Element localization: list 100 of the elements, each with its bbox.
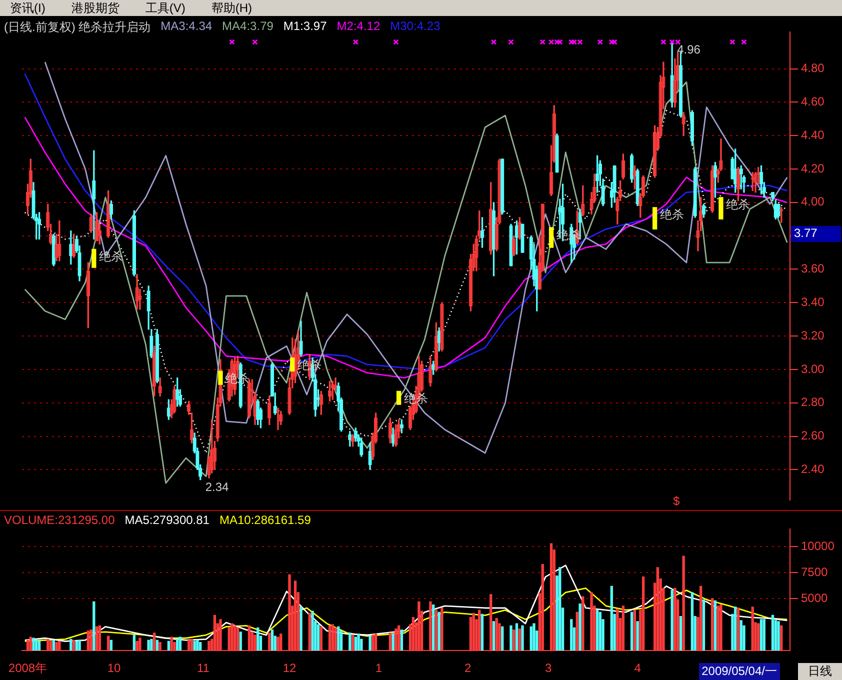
bar [548, 227, 554, 248]
bar [193, 640, 196, 651]
y-tick-label: 2.60 [801, 428, 825, 443]
bar [176, 638, 179, 651]
bar [510, 625, 512, 651]
bar [239, 632, 242, 651]
bar [38, 640, 41, 651]
bar [760, 619, 763, 651]
bar [75, 640, 78, 651]
text: VOLUME:231295.00 [4, 513, 115, 527]
bar [136, 640, 138, 651]
bar [652, 207, 658, 230]
bar [256, 627, 260, 651]
bar [480, 614, 484, 651]
bar [170, 636, 173, 651]
y-tick-label: 2.40 [801, 462, 825, 476]
bar [432, 604, 435, 651]
y-tick-label: 4.60 [801, 94, 825, 108]
x-tick-label: 11 [196, 661, 210, 676]
text: M2:4.12 [336, 19, 380, 35]
annotation: 4.96 [677, 42, 701, 56]
bar [357, 634, 360, 651]
bar [167, 640, 170, 651]
bar [558, 567, 562, 651]
bar [734, 606, 737, 651]
bar [196, 640, 199, 651]
text: 资讯(I) [10, 0, 46, 16]
x-tick-label: 2008年 [8, 661, 48, 676]
bar [368, 636, 372, 651]
bar [740, 620, 742, 651]
y-tick-label: 4.00 [801, 194, 825, 209]
x-tick-label: 4 [634, 661, 642, 676]
y-tick-label: 3.40 [801, 294, 825, 309]
bar [777, 621, 780, 651]
annotation: 绝杀 [726, 198, 750, 212]
chart-title: (日线.前复权) 绝杀拉升启动 [4, 19, 151, 36]
bar [610, 586, 613, 651]
bar [32, 638, 35, 651]
bar [679, 616, 682, 651]
bar [156, 640, 159, 651]
bar [578, 604, 582, 651]
y-tick-label: 10000 [801, 538, 835, 553]
bar [92, 601, 96, 651]
bar [199, 642, 202, 651]
bar [337, 626, 340, 651]
annotation: 绝杀 [660, 208, 684, 222]
text: MA3:4.34 [160, 19, 212, 35]
bar [230, 623, 234, 651]
y-tick-label: 4.20 [801, 161, 825, 176]
bar [52, 640, 55, 651]
bar [400, 629, 404, 651]
bar [392, 634, 394, 651]
bar [492, 621, 496, 651]
bar [316, 624, 320, 651]
text: MA4:3.79 [222, 19, 274, 35]
bar [438, 612, 440, 651]
text: M30:4.23 [390, 19, 440, 35]
y-tick-label: 5000 [801, 590, 828, 605]
x-tick-label: 12 [282, 661, 296, 676]
y-tick-label: 3.00 [801, 362, 825, 376]
bar [570, 619, 573, 651]
text: 日线 [798, 663, 842, 680]
bar [515, 623, 518, 651]
bar [636, 621, 639, 651]
text: 工具(V) [145, 0, 186, 16]
bar [132, 634, 136, 651]
bar [702, 599, 706, 651]
y-tick-label: 2.80 [801, 395, 825, 410]
bar [530, 626, 532, 651]
bar [771, 614, 774, 651]
bar [714, 600, 717, 651]
bar [348, 632, 352, 651]
bar [354, 636, 357, 651]
bar [55, 642, 58, 651]
bar [35, 640, 38, 651]
bar [418, 601, 420, 651]
bar [90, 629, 92, 651]
bar [147, 640, 150, 651]
y-tick-label: 3.20 [801, 328, 825, 342]
text: 2009/05/04/一 [698, 663, 780, 680]
bar [690, 592, 694, 651]
bar [372, 634, 374, 651]
bar [762, 619, 766, 651]
text: MA10:286161.59 [219, 513, 311, 527]
bar [110, 640, 112, 651]
y-tick-label: 7500 [801, 564, 828, 579]
text: MA5:279300.81 [124, 513, 210, 527]
text: M1:3.97 [283, 19, 327, 35]
y-tick-label: 3.60 [801, 262, 825, 276]
bar [340, 630, 343, 651]
text: 港股期货 [71, 0, 120, 16]
bar [92, 248, 96, 268]
x-tick-label: 1 [375, 661, 382, 676]
x-tick-label: 10 [107, 661, 122, 676]
text: 帮助(H) [211, 0, 252, 16]
text: 3.77 [791, 226, 841, 242]
bar [334, 627, 337, 651]
bar [598, 612, 602, 651]
y-tick-label: 4.40 [801, 128, 825, 142]
bar [300, 606, 302, 651]
